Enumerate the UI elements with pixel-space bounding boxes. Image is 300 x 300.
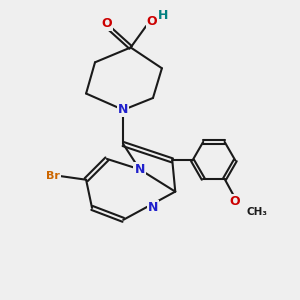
Text: H: H — [158, 9, 169, 22]
Text: Br: Br — [46, 171, 60, 181]
Text: O: O — [147, 14, 158, 28]
Text: N: N — [118, 103, 128, 116]
Text: O: O — [101, 17, 112, 30]
Text: CH₃: CH₃ — [246, 207, 267, 217]
Text: O: O — [230, 195, 240, 208]
Text: N: N — [148, 202, 158, 214]
Text: N: N — [134, 163, 145, 176]
